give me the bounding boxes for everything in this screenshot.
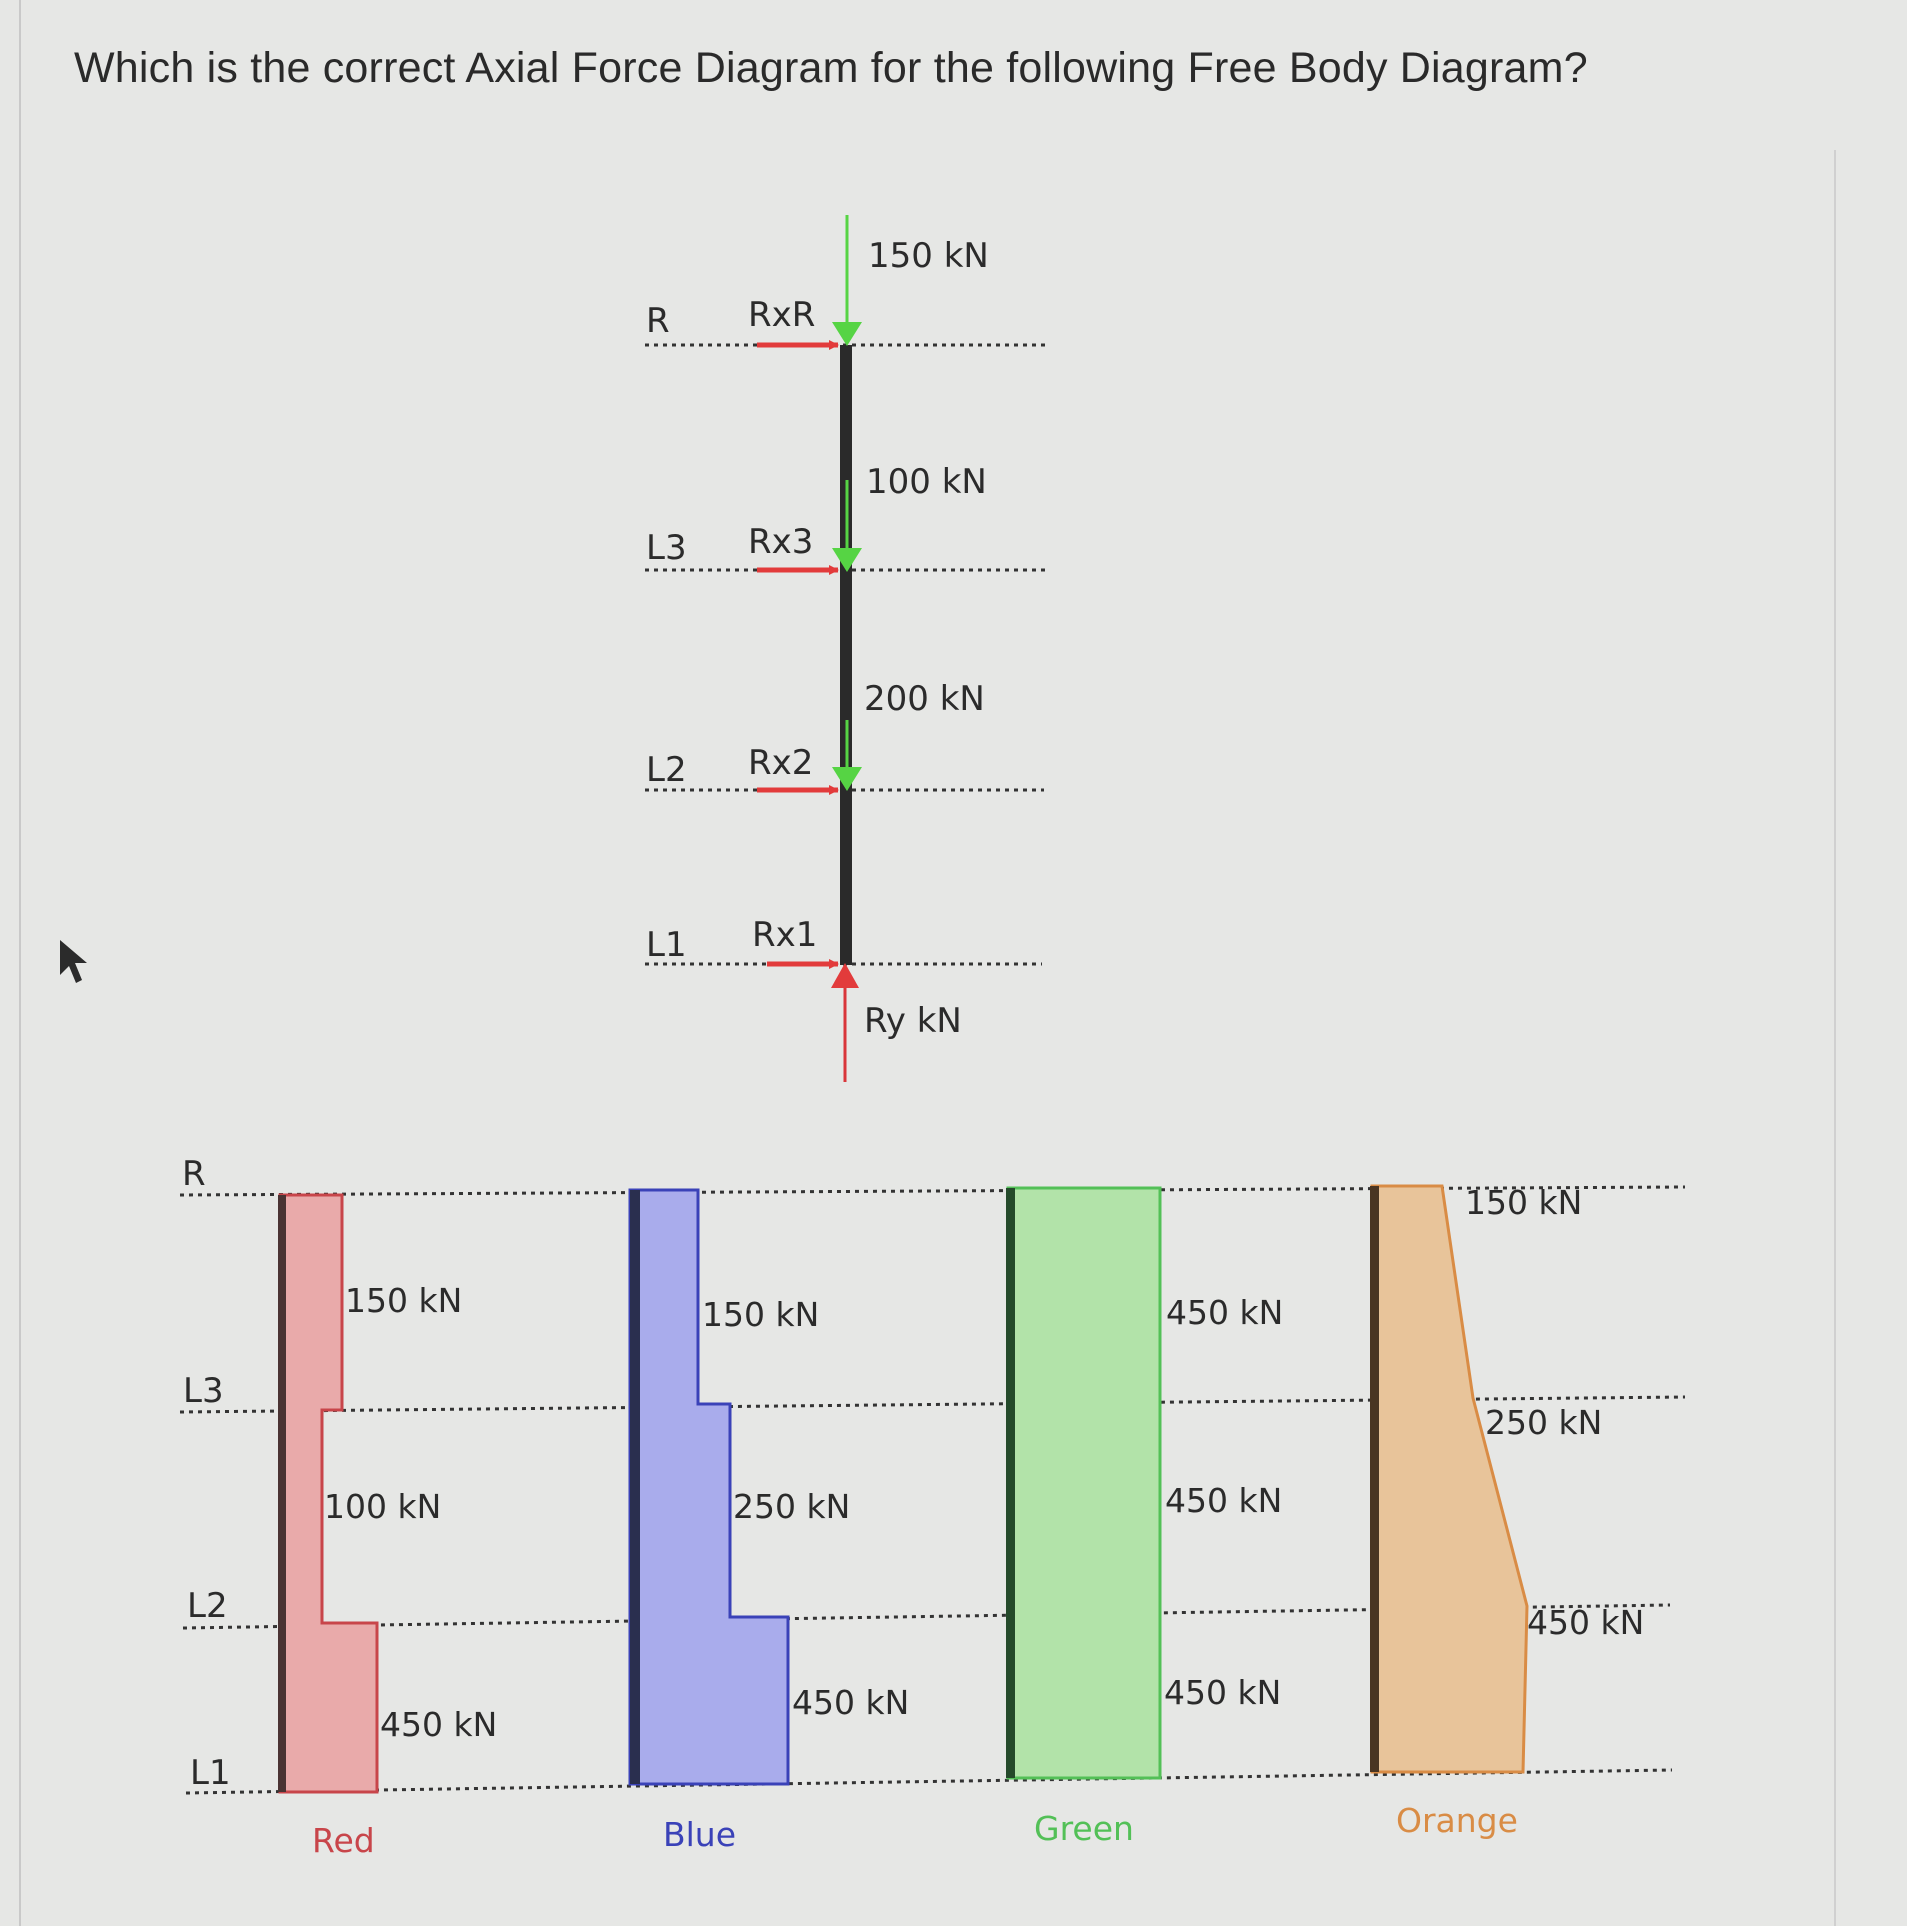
fbd-level-label-r: R bbox=[646, 301, 670, 341]
fbd-base-reaction-label: Ry kN bbox=[864, 1001, 962, 1041]
green-label-bottom: 450 kN bbox=[1164, 1673, 1281, 1712]
blue-column-base bbox=[630, 1190, 640, 1784]
fbd-load-arrow-l2-head bbox=[832, 767, 862, 791]
green-label-top: 450 kN bbox=[1166, 1293, 1283, 1332]
option-level-line-r bbox=[179, 1185, 1686, 1197]
fbd-level-label-l3: L3 bbox=[646, 528, 687, 568]
green-option-caption: Green bbox=[1034, 1809, 1134, 1848]
fbd-load-arrow-l3-head bbox=[832, 548, 862, 572]
fbd-load-label-roof: 150 kN bbox=[868, 236, 989, 276]
fbd-reaction-label-rxr: RxR bbox=[748, 295, 815, 335]
option-level-label-l3: L3 bbox=[183, 1371, 224, 1411]
red-axial-force-shape bbox=[278, 1193, 379, 1794]
blue-axial-force-shape bbox=[628, 1188, 790, 1786]
option-blue[interactable]: 150 kN 250 kN 450 kN Blue bbox=[628, 1188, 909, 1854]
fbd-reaction-label-rx3: Rx3 bbox=[748, 522, 813, 562]
fbd-level-label-l1: L1 bbox=[646, 925, 687, 965]
option-level-label-l1: L1 bbox=[190, 1753, 231, 1793]
option-level-label-l2: L2 bbox=[187, 1586, 228, 1626]
fbd-reaction-label-rx2: Rx2 bbox=[748, 743, 813, 783]
fbd-load-label-l3: 100 kN bbox=[866, 462, 987, 502]
orange-axial-force-shape bbox=[1370, 1184, 1529, 1774]
option-orange[interactable]: 150 kN 250 kN 450 kN Orange bbox=[1370, 1183, 1644, 1840]
fbd-column bbox=[840, 345, 852, 965]
option-level-label-r: R bbox=[182, 1154, 206, 1194]
blue-label-top: 150 kN bbox=[702, 1295, 819, 1334]
blue-label-mid: 250 kN bbox=[733, 1487, 850, 1526]
red-label-bottom: 450 kN bbox=[380, 1705, 497, 1744]
red-column-base bbox=[278, 1195, 286, 1792]
option-red[interactable]: 150 kN 100 kN 450 kN Red bbox=[278, 1193, 497, 1860]
fbd-load-arrow-roof-head bbox=[832, 322, 862, 346]
fbd-level-label-l2: L2 bbox=[646, 750, 687, 790]
fbd-reaction-label-rx1: Rx1 bbox=[752, 915, 817, 955]
fbd-load-label-l2: 200 kN bbox=[864, 679, 985, 719]
blue-label-bottom: 450 kN bbox=[792, 1683, 909, 1722]
mouse-cursor-icon bbox=[60, 940, 87, 983]
red-label-top: 150 kN bbox=[345, 1281, 462, 1320]
orange-label-mid: 250 kN bbox=[1485, 1403, 1602, 1442]
orange-option-caption: Orange bbox=[1396, 1801, 1518, 1840]
orange-label-bottom: 450 kN bbox=[1527, 1603, 1644, 1642]
option-green[interactable]: 450 kN 450 kN 450 kN Green bbox=[1006, 1186, 1283, 1848]
question-title: Which is the correct Axial Force Diagram… bbox=[74, 44, 1588, 92]
fbd-base-reaction-head bbox=[831, 963, 859, 988]
green-column-base bbox=[1006, 1188, 1015, 1778]
axial-force-options: R L3 L2 L1 150 kN 100 kN 450 kN Red 150 … bbox=[179, 1154, 1686, 1860]
green-axial-force-shape bbox=[1006, 1186, 1162, 1780]
orange-label-top: 150 kN bbox=[1465, 1183, 1582, 1222]
red-option-caption: Red bbox=[312, 1821, 375, 1860]
red-label-mid: 100 kN bbox=[324, 1487, 441, 1526]
blue-option-caption: Blue bbox=[663, 1815, 736, 1854]
orange-column-base bbox=[1370, 1186, 1379, 1772]
green-label-mid: 450 kN bbox=[1165, 1481, 1282, 1520]
free-body-diagram: R L3 L2 L1 RxR Rx3 Rx2 Rx1 150 kN 100 kN… bbox=[645, 215, 1050, 1082]
